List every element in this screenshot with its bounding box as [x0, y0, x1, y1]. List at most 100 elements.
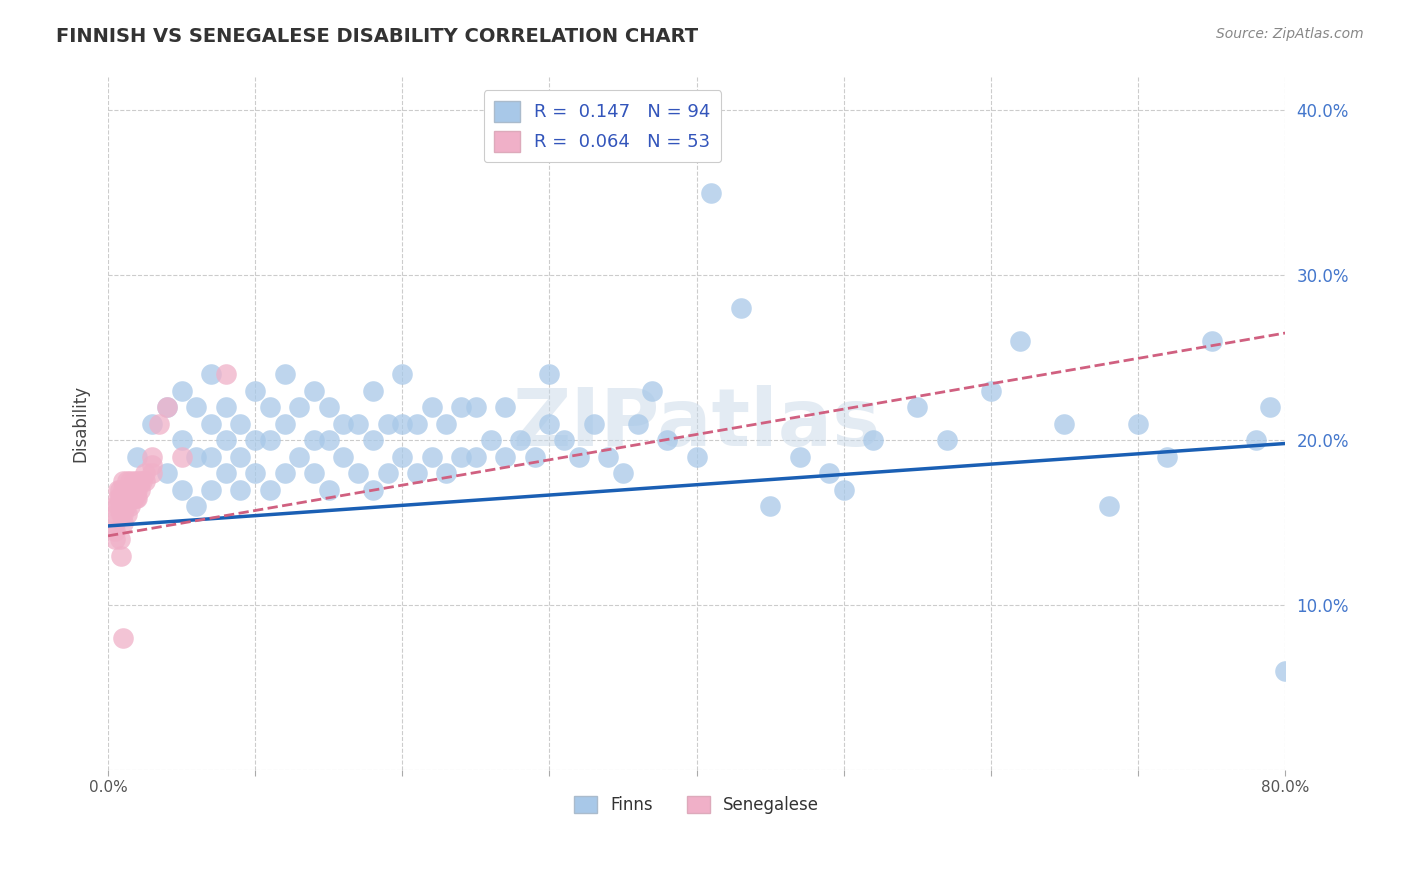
Point	[318, 434, 340, 448]
Point	[1156, 450, 1178, 464]
Point	[131, 475, 153, 489]
Text: FINNISH VS SENEGALESE DISABILITY CORRELATION CHART: FINNISH VS SENEGALESE DISABILITY CORRELA…	[56, 27, 699, 45]
Point	[125, 483, 148, 497]
Point	[259, 483, 281, 497]
Point	[200, 368, 222, 382]
Point	[156, 401, 179, 415]
Point	[361, 483, 384, 497]
Point	[391, 368, 413, 382]
Point	[568, 450, 591, 464]
Point	[450, 450, 472, 464]
Point	[124, 491, 146, 505]
Point	[107, 491, 129, 505]
Point	[170, 434, 193, 448]
Y-axis label: Disability: Disability	[72, 385, 89, 462]
Point	[104, 499, 127, 513]
Point	[108, 491, 131, 505]
Point	[464, 450, 486, 464]
Point	[302, 384, 325, 398]
Point	[1097, 499, 1119, 513]
Point	[1274, 664, 1296, 678]
Point	[215, 466, 238, 480]
Point	[347, 466, 370, 480]
Point	[122, 491, 145, 505]
Point	[114, 491, 136, 505]
Point	[361, 384, 384, 398]
Point	[127, 483, 149, 497]
Point	[377, 417, 399, 431]
Text: Source: ZipAtlas.com: Source: ZipAtlas.com	[1216, 27, 1364, 41]
Point	[215, 368, 238, 382]
Point	[332, 450, 354, 464]
Point	[200, 483, 222, 497]
Point	[104, 532, 127, 546]
Point	[111, 516, 134, 530]
Point	[115, 483, 138, 497]
Point	[730, 301, 752, 316]
Point	[120, 499, 142, 513]
Point	[229, 450, 252, 464]
Point	[156, 466, 179, 480]
Point	[111, 475, 134, 489]
Point	[598, 450, 620, 464]
Point	[125, 491, 148, 505]
Point	[229, 417, 252, 431]
Point	[129, 483, 152, 497]
Point	[582, 417, 605, 431]
Point	[832, 483, 855, 497]
Point	[347, 417, 370, 431]
Point	[129, 475, 152, 489]
Point	[170, 384, 193, 398]
Point	[420, 450, 443, 464]
Point	[200, 450, 222, 464]
Point	[111, 499, 134, 513]
Point	[479, 434, 502, 448]
Point	[818, 466, 841, 480]
Point	[288, 450, 311, 464]
Point	[243, 466, 266, 480]
Point	[420, 401, 443, 415]
Point	[186, 401, 208, 415]
Point	[110, 508, 132, 522]
Point	[288, 401, 311, 415]
Point	[1126, 417, 1149, 431]
Point	[107, 499, 129, 513]
Point	[127, 491, 149, 505]
Point	[120, 483, 142, 497]
Point	[509, 434, 531, 448]
Point	[127, 475, 149, 489]
Point	[494, 450, 516, 464]
Point	[1260, 401, 1282, 415]
Point	[134, 475, 156, 489]
Point	[391, 417, 413, 431]
Point	[361, 434, 384, 448]
Point	[108, 532, 131, 546]
Point	[464, 401, 486, 415]
Point	[612, 466, 634, 480]
Point	[124, 483, 146, 497]
Point	[302, 434, 325, 448]
Point	[120, 491, 142, 505]
Text: ZIPatlas: ZIPatlas	[512, 384, 880, 463]
Point	[215, 401, 238, 415]
Point	[141, 417, 163, 431]
Point	[141, 450, 163, 464]
Point	[318, 401, 340, 415]
Point	[111, 491, 134, 505]
Point	[641, 384, 664, 398]
Point	[111, 483, 134, 497]
Point	[156, 401, 179, 415]
Point	[1244, 434, 1267, 448]
Point	[789, 450, 811, 464]
Point	[273, 417, 295, 431]
Point	[115, 508, 138, 522]
Point	[436, 466, 458, 480]
Point	[436, 417, 458, 431]
Point	[332, 417, 354, 431]
Point	[980, 384, 1002, 398]
Point	[107, 483, 129, 497]
Point	[1010, 334, 1032, 349]
Point	[215, 434, 238, 448]
Point	[243, 384, 266, 398]
Point	[110, 499, 132, 513]
